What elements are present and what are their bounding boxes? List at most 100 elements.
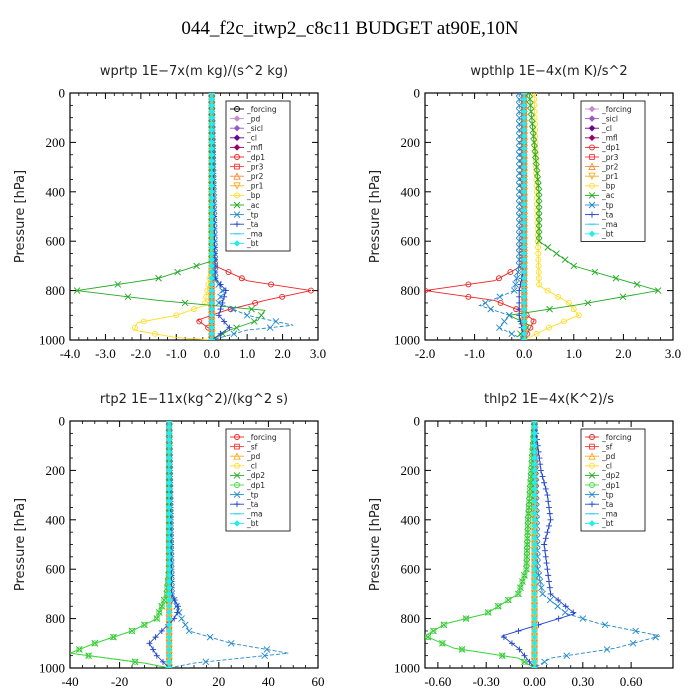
data-point — [537, 461, 544, 468]
data-point — [91, 640, 98, 647]
data-point — [227, 639, 235, 647]
data-point — [174, 603, 181, 610]
x-tick-label: 0.0 — [204, 346, 220, 361]
data-point — [543, 560, 550, 567]
x-tick-label: 0 — [166, 674, 173, 689]
data-point — [515, 93, 523, 97]
legend-label: _pd — [246, 452, 261, 461]
data-point — [129, 628, 135, 634]
data-point — [535, 194, 543, 202]
data-point — [512, 281, 519, 288]
data-point — [539, 590, 546, 598]
data-point — [544, 492, 551, 499]
x-tick-label: 0.60 — [620, 674, 643, 689]
legend-label: _bt — [246, 239, 259, 248]
x-tick-label: 3.0 — [665, 346, 681, 361]
data-point — [505, 597, 512, 604]
data-point — [500, 634, 507, 641]
data-point — [252, 300, 259, 306]
data-point — [554, 602, 561, 610]
data-point — [530, 132, 537, 140]
data-point — [652, 633, 659, 641]
legend-label: _mfl — [601, 134, 618, 143]
y-tick-label: 1000 — [39, 333, 65, 348]
panel-title: thlp2 1E−4x(K^2)/s — [484, 392, 614, 407]
data-point — [535, 219, 543, 226]
data-point — [515, 256, 523, 264]
legend-label: _ma — [246, 510, 263, 519]
legend-box — [580, 100, 646, 242]
data-point — [513, 274, 521, 282]
legend-marker — [234, 221, 240, 228]
legend-marker — [589, 154, 595, 160]
data-point — [524, 541, 531, 548]
data-point — [208, 336, 216, 340]
data-point — [544, 566, 551, 573]
data-point — [524, 529, 531, 536]
y-tick-label: 1000 — [394, 333, 420, 348]
series-line-dp2 — [70, 421, 170, 668]
data-point — [520, 336, 528, 340]
data-point — [560, 318, 567, 325]
legend-label: _forcing — [246, 433, 277, 442]
data-point — [619, 293, 627, 301]
data-point — [217, 306, 224, 313]
y-tick-label: 800 — [46, 283, 66, 298]
data-point — [534, 232, 541, 238]
data-point — [132, 658, 139, 665]
legend-label: _dp1 — [601, 143, 620, 152]
data-point — [531, 93, 538, 96]
x-tick-label: -4.0 — [60, 346, 81, 361]
legend-label: _mfl — [246, 143, 263, 152]
data-point — [546, 596, 554, 604]
data-point — [535, 182, 542, 189]
y-tick-label: 200 — [401, 135, 421, 150]
data-point — [603, 646, 611, 653]
x-tick-label: -40 — [61, 674, 78, 689]
legend-marker — [588, 105, 596, 113]
data-point — [515, 139, 523, 146]
data-point — [539, 473, 546, 480]
data-point — [516, 646, 523, 653]
legend-label: _forcing — [601, 105, 632, 114]
data-point — [612, 274, 620, 282]
legend-marker — [233, 134, 241, 142]
legend-label: _bp — [601, 182, 616, 191]
legend-label: _cl — [246, 462, 257, 471]
x-tick-label: 1.0 — [566, 346, 582, 361]
legend-label: _ac — [601, 191, 614, 200]
data-point — [515, 169, 523, 177]
legend-marker — [588, 452, 596, 460]
data-point — [215, 299, 223, 307]
legend-label: _pr3 — [246, 162, 264, 171]
legend-marker — [234, 443, 240, 450]
data-point — [531, 102, 538, 109]
x-tick-label: -0.60 — [424, 674, 451, 689]
data-point — [527, 108, 535, 115]
x-tick-label: 0.0 — [516, 346, 532, 361]
data-point — [534, 225, 541, 232]
data-point — [532, 157, 540, 165]
data-point — [515, 244, 523, 251]
legend-label: _sicl — [246, 124, 263, 133]
data-point — [268, 281, 275, 288]
legend-label: _bp — [246, 191, 261, 200]
data-point — [132, 324, 138, 331]
legend-label: _tp — [246, 210, 259, 219]
data-point — [182, 621, 189, 629]
data-point — [196, 318, 203, 325]
legend-marker — [233, 124, 241, 132]
legend-marker — [588, 201, 596, 209]
legend-label: _pr3 — [601, 153, 619, 162]
data-point — [226, 324, 233, 331]
legend-marker — [233, 240, 241, 247]
data-point — [537, 467, 544, 474]
data-point — [542, 485, 549, 492]
data-point — [174, 609, 181, 616]
series-line-tp — [534, 421, 661, 668]
data-point — [150, 646, 157, 653]
legend-marker — [234, 482, 240, 488]
data-point — [515, 182, 523, 189]
data-point — [225, 269, 232, 276]
data-point — [515, 231, 523, 239]
